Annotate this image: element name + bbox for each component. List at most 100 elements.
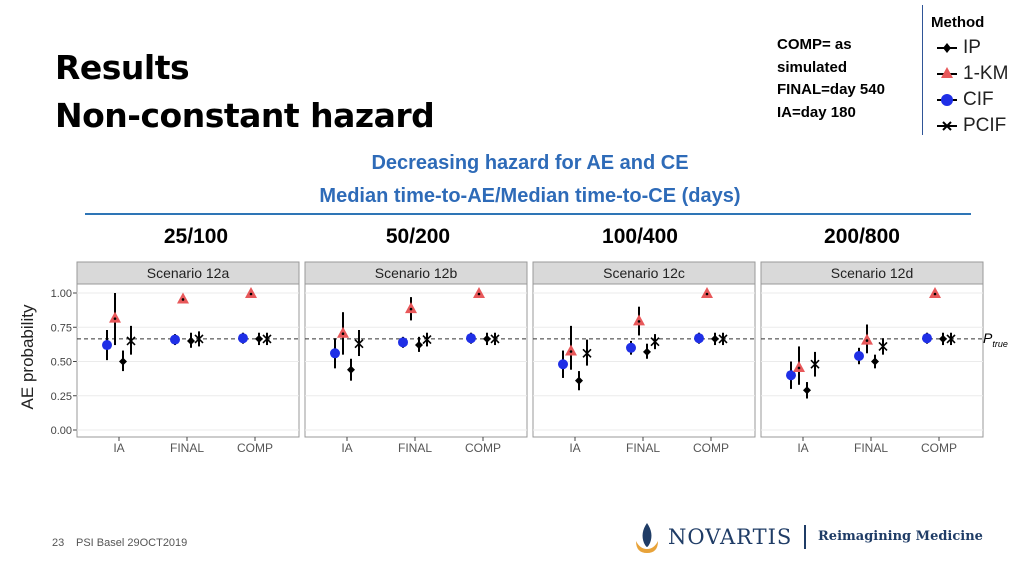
- column-header: 100/400: [602, 225, 678, 248]
- km-point: [109, 311, 121, 323]
- panel-area: [304, 283, 528, 438]
- km-point-center: [409, 307, 413, 311]
- km-point-center: [933, 292, 937, 296]
- cif-point: [238, 333, 248, 344]
- note-line: simulated: [777, 58, 848, 76]
- flame-icon: [636, 523, 658, 553]
- definitions-note: COMP= as simulated FINAL=day 540 IA=day …: [777, 34, 885, 124]
- pcif-point: [810, 359, 820, 369]
- x-tick-label: COMP: [693, 441, 729, 455]
- panel-title: Scenario 12b: [375, 265, 458, 281]
- ptrue-sub: true: [992, 338, 1008, 349]
- legend-label: CIF: [963, 89, 994, 110]
- pcif-point: [126, 336, 136, 346]
- column-header: 200/800: [824, 225, 900, 248]
- km-point: [929, 287, 941, 298]
- panel-title: Scenario 12a: [147, 265, 230, 281]
- cif-marker-icon: [937, 94, 957, 106]
- pcif-point: [718, 334, 728, 344]
- panel-title: Scenario 12d: [831, 265, 914, 281]
- ip-point: [939, 334, 947, 343]
- legend-item-pcif: PCIF: [935, 115, 1015, 137]
- pcif-marker-icon: [937, 121, 957, 131]
- cif-point: [786, 370, 796, 381]
- title-line-1: Results: [55, 48, 190, 87]
- y-tick-label: 1.00: [51, 288, 72, 300]
- brand-tagline: Reimagining Medicine: [818, 529, 983, 544]
- km-point: [565, 344, 577, 356]
- cif-point: [466, 333, 476, 344]
- km-point: [177, 292, 189, 304]
- pcif-point: [878, 341, 888, 351]
- ip-point: [643, 347, 651, 356]
- y-tick-label: 0.50: [51, 357, 72, 369]
- legend-item-cif: CIF: [935, 89, 1015, 111]
- cif-point: [102, 340, 112, 351]
- km-point-center: [249, 292, 253, 296]
- chart-subtitle-line-1: Decreasing hazard for AE and CE: [371, 152, 689, 174]
- y-tick-label: 0.75: [51, 322, 72, 334]
- km-point-center: [113, 317, 117, 320]
- column-header: 25/100: [163, 225, 229, 248]
- km-point: [337, 326, 349, 338]
- cif-point: [626, 342, 636, 353]
- x-tick-label: FINAL: [398, 441, 432, 455]
- column-header: 50/200: [385, 225, 451, 248]
- note-line: COMP= as: [777, 36, 852, 53]
- ip-point: [711, 334, 719, 343]
- km-point: [473, 287, 485, 298]
- x-tick-label: FINAL: [170, 441, 204, 455]
- km-point-center: [637, 320, 641, 323]
- brand-name: NOVARTIS: [668, 525, 793, 549]
- ip-point: [483, 334, 491, 343]
- km-point: [701, 287, 713, 298]
- km-point-center: [341, 332, 345, 336]
- note-line: FINAL=day 540: [777, 81, 885, 98]
- pcif-point: [262, 334, 272, 344]
- km-point-center: [705, 292, 709, 296]
- y-axis-label: AE probability: [18, 304, 37, 410]
- legend-item-ip: IP: [935, 37, 1015, 59]
- km-point: [633, 314, 645, 326]
- km-point: [245, 287, 257, 298]
- x-tick-label: IA: [797, 441, 808, 455]
- logo-separator: [804, 525, 806, 549]
- note-line: IA=day 180: [777, 103, 856, 121]
- ip-marker-icon: [937, 43, 957, 53]
- ip-point: [187, 336, 195, 345]
- x-tick-label: FINAL: [626, 441, 660, 455]
- legend-label: PCIF: [963, 115, 1007, 136]
- km-point-center: [569, 350, 573, 353]
- ptrue-label: Ptrue: [983, 330, 1008, 349]
- km-point: [405, 302, 417, 314]
- ip-point: [347, 365, 355, 374]
- x-tick-label: IA: [113, 441, 124, 455]
- pcif-point: [422, 335, 432, 345]
- ip-point: [871, 357, 879, 366]
- legend-item-1km: 1-KM: [935, 63, 1015, 85]
- cif-point: [854, 351, 864, 362]
- legend-title: Method: [931, 14, 985, 31]
- title-line-2: Non-constant hazard: [55, 96, 435, 135]
- y-tick-label: 0.25: [51, 391, 72, 403]
- pcif-point: [946, 334, 956, 344]
- x-tick-label: COMP: [921, 441, 957, 455]
- panel-title: Scenario 12c: [603, 265, 685, 281]
- cif-point: [330, 348, 340, 359]
- header-divider: [85, 213, 971, 215]
- pcif-point: [490, 334, 500, 344]
- x-tick-label: COMP: [465, 441, 501, 455]
- chart-subtitle-line-2: Median time-to-AE/Median time-to-CE (day…: [319, 185, 741, 207]
- ip-point: [119, 357, 127, 366]
- km-point-center: [477, 292, 481, 296]
- pcif-point: [354, 339, 364, 349]
- x-tick-label: FINAL: [854, 441, 888, 455]
- cif-point: [694, 333, 704, 344]
- footer-text: PSI Basel 29OCT2019: [76, 537, 188, 549]
- legend-label: 1-KM: [963, 63, 1009, 84]
- km-point-center: [797, 366, 801, 370]
- cif-point: [170, 334, 180, 345]
- legend-label: IP: [963, 37, 981, 58]
- novartis-logo: NOVARTIS Reimagining Medicine: [632, 519, 983, 559]
